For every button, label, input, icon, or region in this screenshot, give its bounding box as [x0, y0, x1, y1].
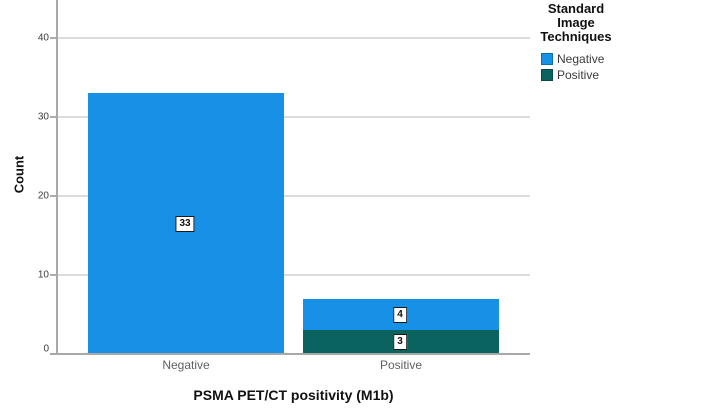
- gridline-10: [58, 274, 530, 276]
- legend-swatch-positive-icon: [541, 69, 553, 81]
- x-tick-label-positive: Positive: [379, 358, 423, 372]
- legend: Standard Image Techniques Negative Posit…: [531, 2, 627, 83]
- legend-item-positive: Positive: [541, 67, 627, 83]
- y-axis-title: Count: [11, 155, 27, 194]
- bar-value-label-33: 33: [175, 215, 195, 232]
- y-tickmark-30: [50, 116, 56, 118]
- x-axis-title: PSMA PET/CT positivity (M1b): [193, 387, 394, 403]
- gridline-30: [58, 116, 530, 118]
- y-tick-label-20: 20: [37, 190, 49, 202]
- y-axis-line: [56, 0, 58, 355]
- legend-item-label: Negative: [557, 52, 605, 66]
- gridline-20: [58, 195, 530, 197]
- legend-item-label: Positive: [557, 68, 600, 82]
- y-tickmark-10: [50, 274, 56, 276]
- legend-items: Negative Positive: [531, 51, 627, 83]
- gridline-40: [58, 37, 530, 39]
- bar-value-label-4: 4: [393, 306, 407, 323]
- y-tick-label-10: 10: [37, 269, 49, 281]
- y-tick-label-30: 30: [37, 111, 49, 123]
- x-tick-label-negative: Negative: [162, 358, 210, 372]
- y-tick-label-40: 40: [37, 32, 49, 44]
- y-tickmark-20: [50, 195, 56, 197]
- y-tick-label-0: 0: [43, 343, 49, 355]
- bar-value-label-3: 3: [393, 334, 407, 351]
- x-axis-line: [50, 353, 530, 355]
- legend-swatch-negative-icon: [541, 53, 553, 65]
- legend-title: Standard Image Techniques: [540, 1, 612, 44]
- legend-item-negative: Negative: [541, 51, 627, 67]
- y-tickmark-40: [50, 37, 56, 39]
